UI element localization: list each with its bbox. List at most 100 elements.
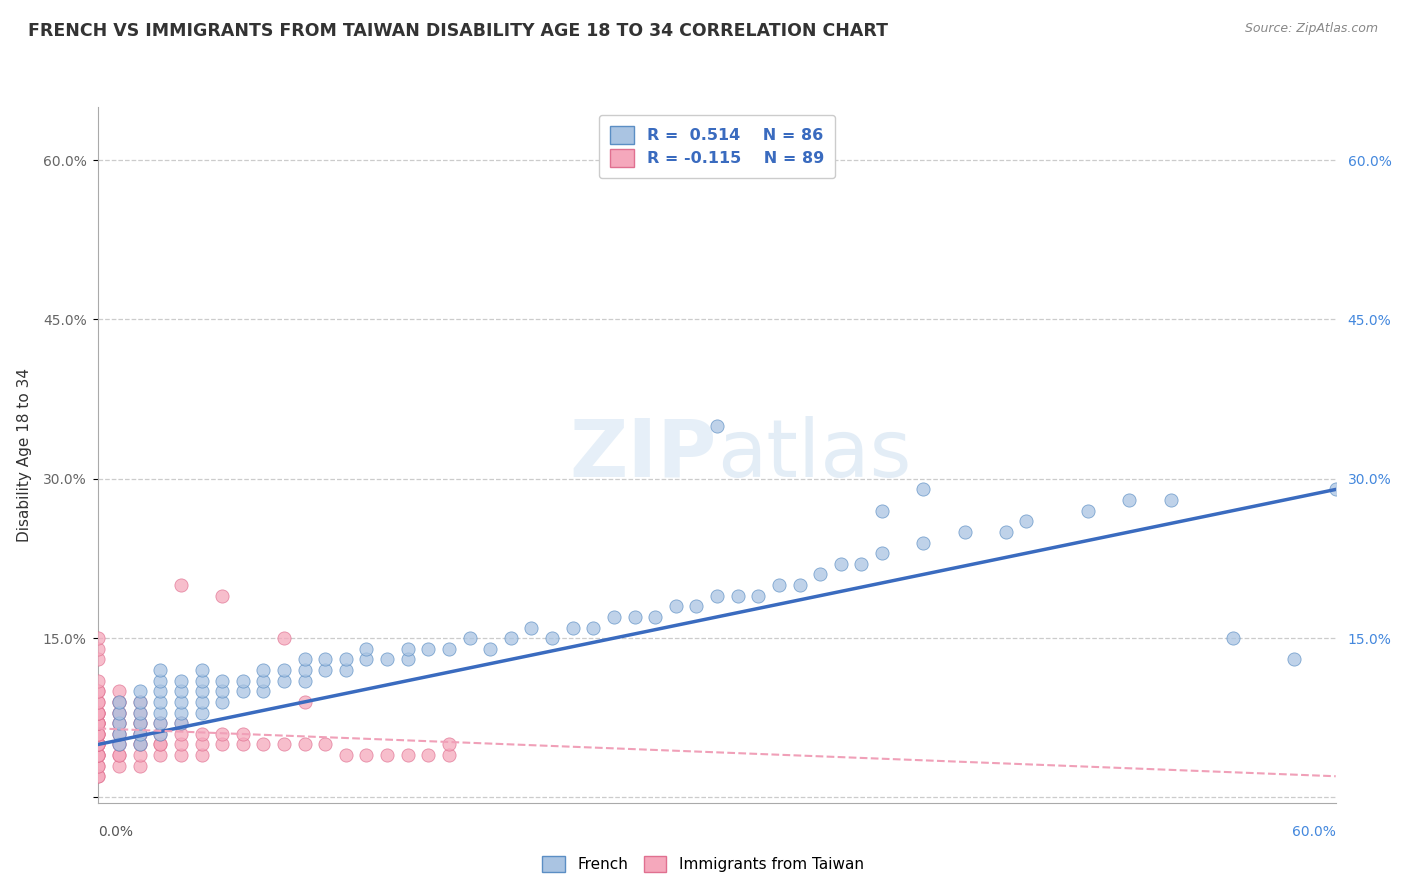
Point (520, 621, 543, 635)
Point (1118, 493, 1140, 508)
Point (335, 652, 357, 666)
Point (870, 546, 893, 560)
Point (396, 641, 419, 656)
Point (128, 684, 150, 698)
Point (314, 738, 336, 752)
Point (211, 589, 233, 603)
Point (108, 758, 131, 772)
Point (170, 578, 193, 592)
Point (149, 738, 172, 752)
Point (108, 716, 131, 731)
Point (108, 727, 131, 741)
Point (479, 641, 502, 656)
Point (128, 758, 150, 772)
Point (108, 706, 131, 720)
Point (149, 673, 172, 688)
Point (356, 652, 378, 666)
Point (87, 706, 110, 720)
Point (128, 727, 150, 741)
Point (108, 716, 131, 731)
Point (396, 747, 419, 762)
Point (128, 716, 150, 731)
Point (706, 418, 728, 433)
Point (808, 567, 831, 582)
Point (87, 695, 110, 709)
Point (149, 706, 172, 720)
Point (87, 652, 110, 666)
Point (128, 727, 150, 741)
Point (356, 641, 378, 656)
Point (768, 578, 790, 592)
Point (108, 706, 131, 720)
Point (149, 727, 172, 741)
Point (128, 738, 150, 752)
Point (87, 769, 110, 783)
Point (108, 727, 131, 741)
Y-axis label: Disability Age 18 to 34: Disability Age 18 to 34 (17, 368, 31, 542)
Point (789, 578, 811, 592)
Point (170, 695, 193, 709)
Point (128, 695, 150, 709)
Point (356, 747, 378, 762)
Point (294, 673, 316, 688)
Point (1160, 493, 1182, 508)
Point (87, 706, 110, 720)
Point (87, 738, 110, 752)
Text: 60.0%: 60.0% (1292, 825, 1336, 839)
Point (87, 727, 110, 741)
Point (170, 747, 193, 762)
Point (108, 706, 131, 720)
Point (170, 673, 193, 688)
Point (87, 727, 110, 741)
Point (108, 747, 131, 762)
Point (87, 716, 110, 731)
Point (108, 738, 131, 752)
Point (1077, 504, 1099, 518)
Point (87, 738, 110, 752)
Point (170, 716, 193, 731)
Point (1222, 631, 1244, 645)
Point (582, 621, 605, 635)
Point (437, 738, 460, 752)
Point (87, 738, 110, 752)
Point (273, 631, 295, 645)
Legend: R =  0.514    N = 86, R = -0.115    N = 89: R = 0.514 N = 86, R = -0.115 N = 89 (599, 115, 835, 178)
Point (87, 738, 110, 752)
Point (541, 631, 564, 645)
Point (252, 663, 274, 677)
Point (437, 641, 460, 656)
Text: atlas: atlas (717, 416, 911, 494)
Point (252, 673, 274, 688)
Point (190, 706, 212, 720)
Point (851, 557, 873, 571)
Point (149, 747, 172, 762)
Point (706, 589, 728, 603)
Point (87, 716, 110, 731)
Point (912, 483, 935, 497)
Point (128, 716, 150, 731)
Point (190, 727, 212, 741)
Legend: French, Immigrants from Taiwan: French, Immigrants from Taiwan (534, 848, 872, 880)
Point (128, 738, 150, 752)
Point (87, 747, 110, 762)
Point (375, 747, 398, 762)
Point (211, 684, 233, 698)
Point (190, 747, 212, 762)
Point (170, 716, 193, 731)
Point (87, 758, 110, 772)
Point (128, 747, 150, 762)
Point (108, 695, 131, 709)
Text: Source: ZipAtlas.com: Source: ZipAtlas.com (1244, 22, 1378, 36)
Point (87, 747, 110, 762)
Point (1284, 652, 1306, 666)
Point (108, 695, 131, 709)
Point (418, 641, 440, 656)
Point (170, 684, 193, 698)
Point (149, 727, 172, 741)
Point (418, 747, 440, 762)
Point (149, 695, 172, 709)
Point (87, 631, 110, 645)
Point (87, 684, 110, 698)
Point (149, 684, 172, 698)
Point (128, 695, 150, 709)
